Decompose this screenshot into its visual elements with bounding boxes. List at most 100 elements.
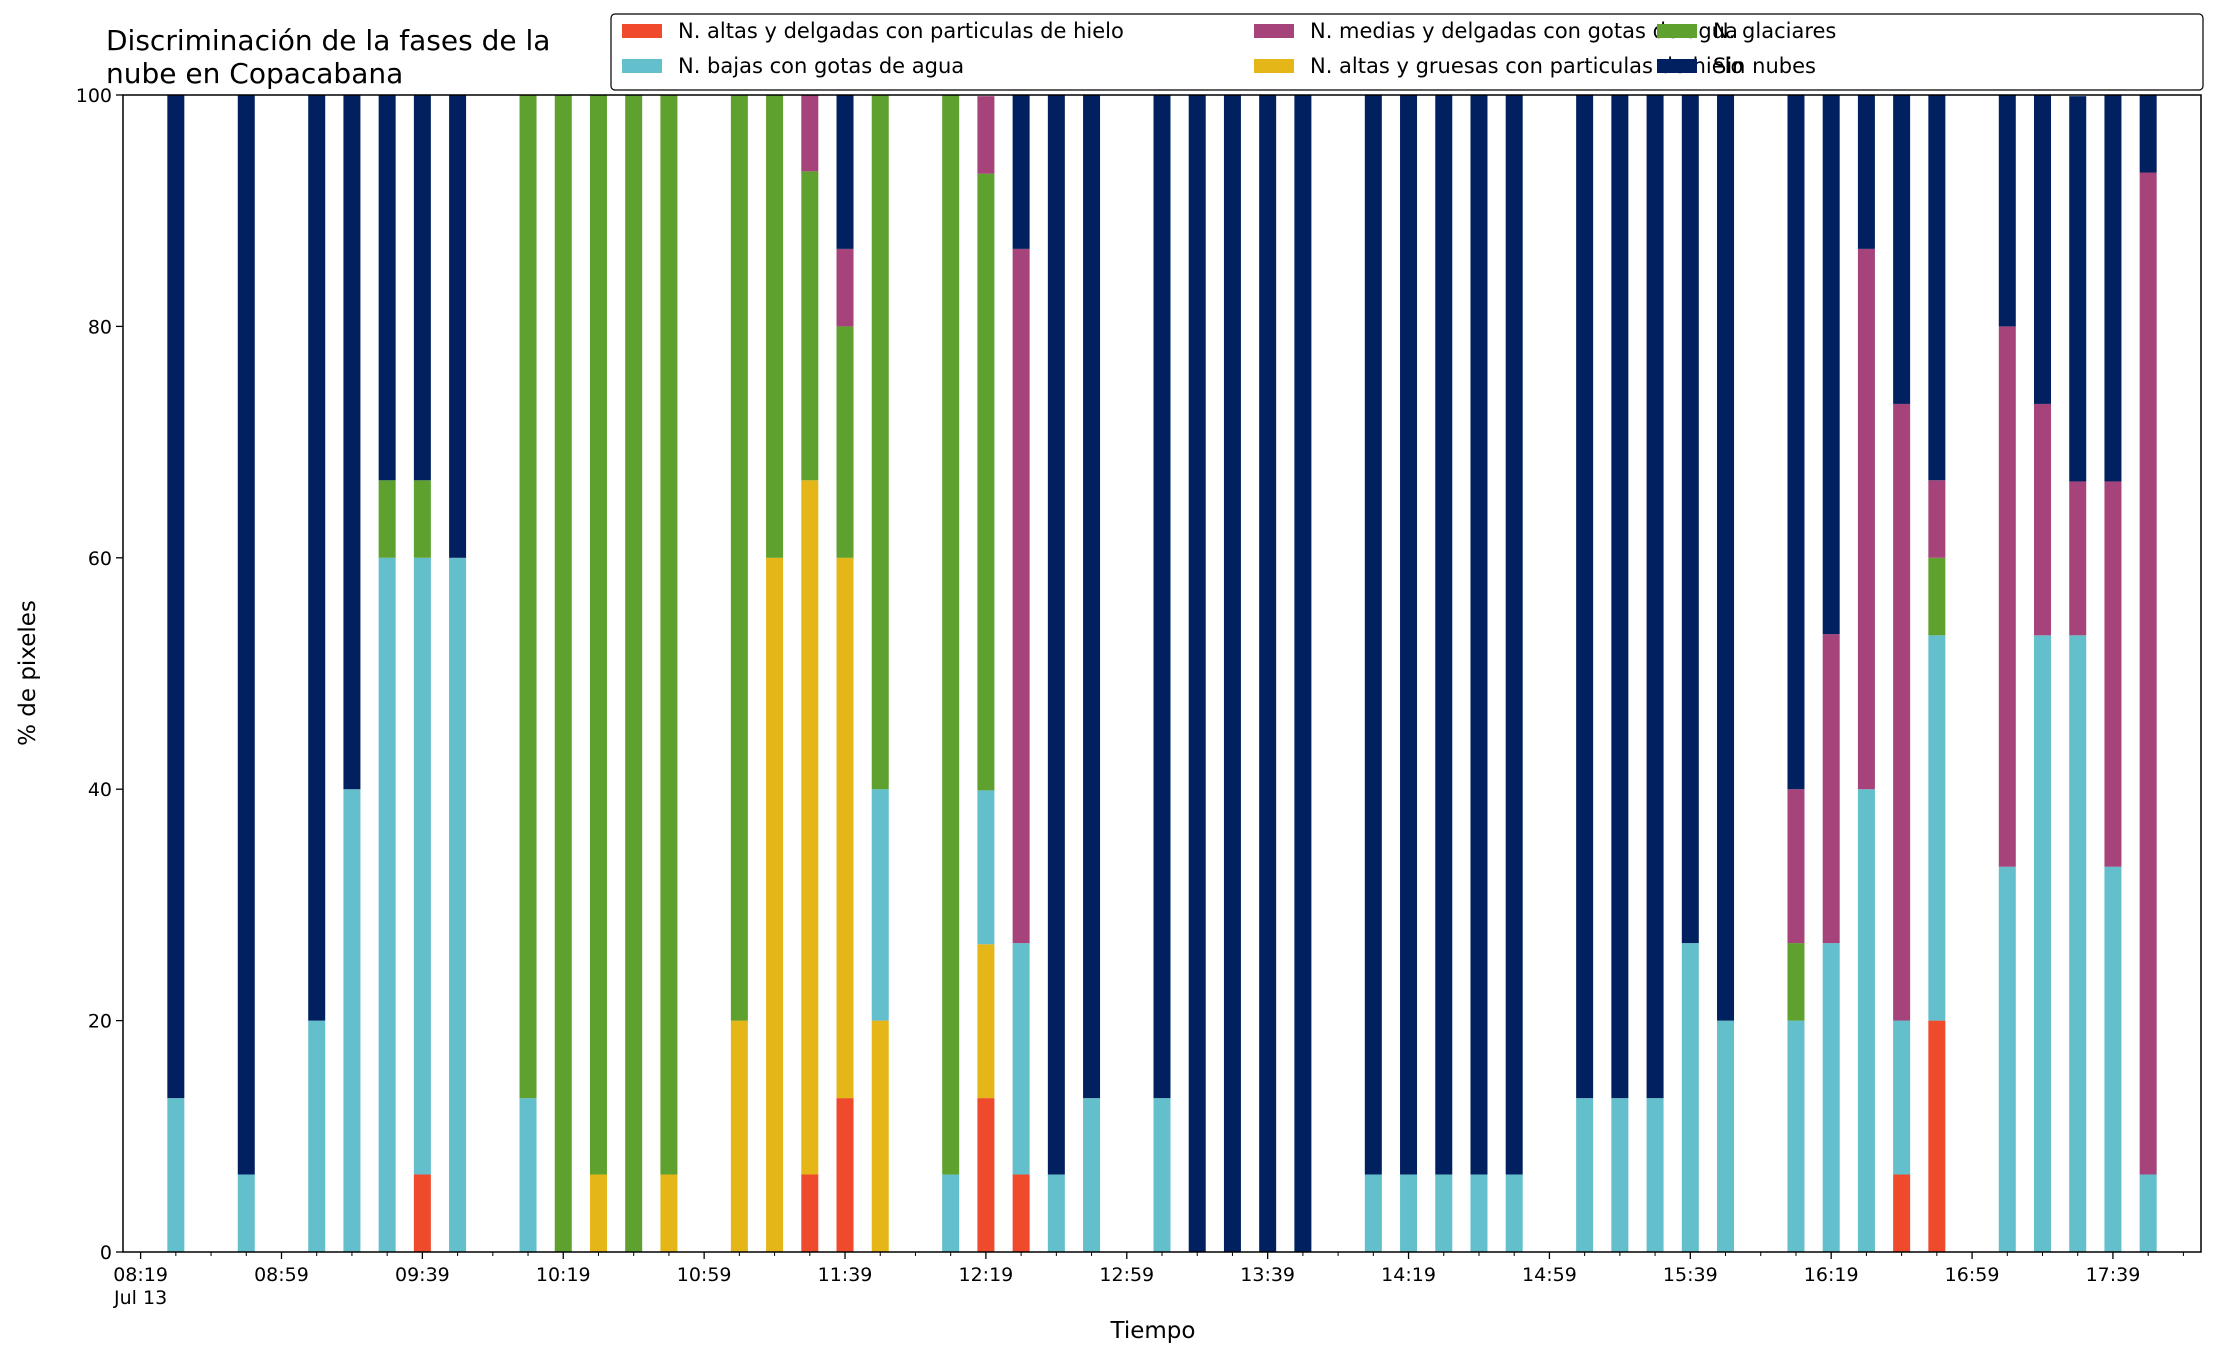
bar-segment-4 [801,171,819,481]
bar-stack [2139,95,2157,1252]
bar-segment-6 [1294,95,1312,1252]
x-tick-label: 10:59 [677,1264,732,1286]
x-tick-label: 14:19 [1381,1264,1436,1286]
bar-segment-6 [1998,95,2016,327]
x-tick-label: 12:19 [959,1264,1014,1286]
bar-segment-3 [1505,1174,1523,1252]
bar-segment-4 [942,95,960,1175]
bar-stack [1505,95,1523,1252]
legend: N. altas y delgadas con particulas de hi… [610,13,2204,91]
bar-segment-3 [1681,943,1699,1252]
y-tick-label: 100 [76,85,112,107]
bar-segment-3 [449,557,467,1252]
bar-segment-1 [1012,1174,1030,1252]
bar-segment-1 [1928,1020,1946,1252]
bar-segment-5 [1928,480,1946,558]
bar-segment-4 [589,95,607,1175]
legend-label: N. glaciares [1713,19,1836,43]
y-tick-label: 60 [88,548,112,570]
bar-segment-6 [1928,95,1946,481]
bar-segment-6 [836,95,854,249]
bar-segment-3 [1153,1098,1171,1252]
bar-segment-6 [1047,95,1065,1175]
bar-segment-4 [977,173,995,791]
legend-swatch [622,59,662,73]
bar-segment-6 [1259,95,1277,1252]
bar-stack [2069,96,2087,1252]
bar-stack [871,95,889,1252]
bar-segment-6 [1717,95,1735,1021]
bar-segment-3 [1576,1098,1594,1252]
chart-title-line-2: nube en Copacabana [106,57,403,90]
bar-stack [1435,95,1453,1252]
bar-segment-3 [1928,635,1946,1021]
bar-stack [1047,95,1065,1252]
bar-segment-5 [1998,326,2016,867]
bar-segment-4 [519,95,537,1099]
bar-segment-6 [1646,95,1664,1099]
bar-stack [1364,95,1382,1252]
bar-stack [1893,95,1911,1252]
bar-stack [1998,95,2016,1252]
x-tick-label: 08:19 [113,1264,168,1286]
bar-segment-6 [2139,95,2157,173]
bar-stack [766,95,784,1252]
bar-segment-3 [1646,1098,1664,1252]
bar-segment-6 [1787,95,1805,790]
bar-stack [801,95,819,1252]
bar-stack [1259,95,1277,1252]
bar-stack [589,95,607,1252]
bar-segment-3 [942,1174,960,1252]
bar-segment-3 [1822,943,1840,1252]
bar-stack [2104,95,2122,1252]
bar-segment-3 [2034,635,2052,1252]
bar-stack [942,95,960,1252]
bar-segment-6 [1400,95,1418,1175]
x-tick-label: 14:59 [1522,1264,1577,1286]
bar-stack [730,95,748,1252]
bar-segment-6 [1893,95,1911,404]
bar-segment-3 [1787,1020,1805,1252]
bar-stack [2034,95,2052,1252]
bar-segment-1 [1893,1174,1911,1252]
bar-segment-6 [1435,95,1453,1175]
bar-segment-2 [836,557,854,1099]
bar-segment-6 [1188,95,1206,1252]
bar-segment-4 [413,480,431,558]
bar-stack [1012,95,1030,1252]
bar-segment-5 [977,96,995,174]
legend-item: Sin nubes [1657,54,1816,78]
bar-segment-6 [2034,95,2052,404]
bar-stack [1717,95,1735,1252]
x-axis-label: Tiempo [1110,1318,1196,1344]
y-tick-label: 20 [88,1011,112,1033]
bar-stack [449,95,467,1252]
y-tick-label: 80 [88,316,112,338]
bar-segment-6 [1822,95,1840,635]
bar-segment-6 [237,95,255,1175]
bar-segment-4 [625,95,643,1252]
bar-segment-2 [766,557,784,1252]
bar-stack [1083,95,1101,1252]
bar-segment-6 [378,95,396,481]
legend-swatch [1254,59,1294,73]
bar-segment-3 [1400,1174,1418,1252]
bar-segment-3 [378,557,396,1252]
bar-segment-6 [2104,95,2122,482]
bar-segment-6 [1470,95,1488,1175]
bar-stack [554,95,572,1252]
x-tick-label: 09:39 [395,1264,450,1286]
legend-item: N. bajas con gotas de agua [622,54,964,78]
bar-segment-6 [308,95,326,1021]
legend-item: N. glaciares [1657,19,1836,43]
bar-segment-5 [2034,403,2052,636]
bar-segment-2 [871,1020,889,1252]
bar-stack [308,95,326,1252]
bar-stack [1294,95,1312,1252]
bar-segment-4 [1928,557,1946,636]
bar-segment-3 [1717,1020,1735,1252]
bar-segment-5 [1857,248,1875,790]
bar-segment-4 [378,480,396,558]
